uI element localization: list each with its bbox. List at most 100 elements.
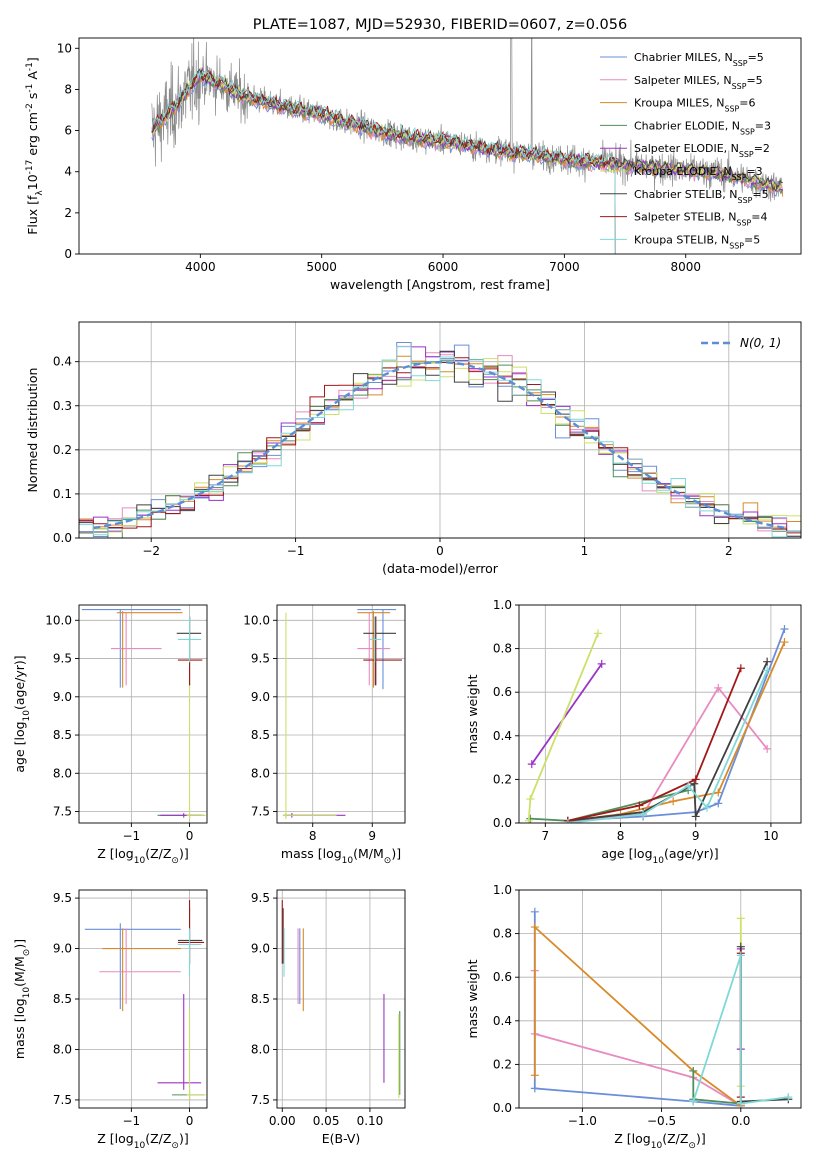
frame-age_vs_mass: 8 9 7.5 8.0 8.5 9.0 9.5 10.0 mass [log10(M/M⊙)] bbox=[243, 604, 406, 866]
x-tick-label: 4000 bbox=[185, 260, 216, 274]
y-tick-label: 1.0 bbox=[493, 598, 512, 612]
x-tick-label: 1 bbox=[581, 544, 589, 558]
y-tick-label: 8.0 bbox=[53, 1042, 72, 1056]
x-tick-label: 0.0 bbox=[731, 1114, 750, 1128]
y-tick-label: 9.5 bbox=[53, 652, 72, 666]
y-tick-label: 7.5 bbox=[53, 805, 72, 819]
axes-age_vs_mass bbox=[277, 605, 405, 823]
weight-marker-salpeter_stelib bbox=[736, 664, 745, 673]
y-tick-label: 8.5 bbox=[53, 728, 72, 742]
weight-marker-kroupa_elodie bbox=[736, 914, 745, 923]
y-tick-label: 8.5 bbox=[251, 992, 270, 1006]
x-tick-label: 0 bbox=[186, 829, 194, 843]
y-axis-label: age [log10(age/yr)] bbox=[12, 655, 32, 772]
plot-area-spectrum bbox=[151, 38, 784, 254]
weight-marker-salpeter_miles bbox=[714, 683, 723, 692]
legend-label-kroupa_elodie: Kroupa ELODIE, NSSP=3 bbox=[634, 165, 763, 182]
legend-label-salpeter_elodie: Salpeter ELODIE, NSSP=2 bbox=[634, 142, 770, 159]
x-tick-label: 6000 bbox=[428, 260, 459, 274]
frame-mass_vs_ebv: 0.00 0.05 0.10 7.5 8.0 8.5 9.0 9.5 E(B-V) bbox=[251, 889, 406, 1146]
axes-mass_vs_Z bbox=[79, 890, 207, 1108]
plot-area-weight_vs_Z bbox=[530, 907, 793, 1108]
y-tick-label: 9.5 bbox=[251, 652, 270, 666]
y-axis-label: Flux [fλ10-17 erg cm-2 s-1 A-1] bbox=[25, 57, 45, 235]
plot-area-mass_vs_ebv bbox=[281, 900, 401, 1098]
y-axis-label: mass weight bbox=[465, 959, 480, 1038]
weight-line-kroupa_stelib bbox=[692, 955, 789, 1105]
weight-marker-kroupa_stelib bbox=[703, 803, 711, 812]
axes-frame bbox=[518, 889, 802, 1109]
weight-marker-kroupa_miles bbox=[780, 638, 789, 647]
y-tick-label: 10.0 bbox=[45, 613, 72, 627]
model-spectrum-kroupa_stelib bbox=[151, 70, 616, 254]
normal-curve bbox=[93, 360, 787, 530]
weight-marker-salpeter_stelib bbox=[691, 775, 700, 784]
y-tick-label: 0.6 bbox=[493, 685, 512, 699]
y-tick-label: 0.2 bbox=[53, 443, 72, 457]
y-tick-label: 0.0 bbox=[493, 1101, 512, 1115]
y-tick-label: 0 bbox=[64, 247, 72, 261]
y-tick-label: 7.5 bbox=[53, 1093, 72, 1107]
weight-marker-kroupa_miles bbox=[530, 923, 539, 932]
weight-marker-kroupa_stelib bbox=[784, 1093, 793, 1102]
plot-area-mass_vs_Z bbox=[84, 900, 206, 1100]
y-tick-label: 8.5 bbox=[251, 728, 270, 742]
x-axis-label: Z [log10(Z/Z⊙)] bbox=[614, 1131, 705, 1151]
x-tick-label: −1 bbox=[123, 1114, 141, 1128]
weight-line-kroupa_stelib bbox=[567, 670, 769, 823]
legend-label-chabrier_stelib: Chabrier STELIB, NSSP=5 bbox=[634, 188, 769, 205]
weight-line-chabrier_miles bbox=[567, 628, 786, 822]
axes-age_vs_Z bbox=[79, 605, 207, 823]
legend-label-normal: N(0, 1) bbox=[740, 336, 781, 350]
frame-weight_vs_age: 7 8 9 10 0.0 0.2 0.4 0.6 0.8 1.0 age [log10(age/yr… bbox=[465, 598, 802, 866]
y-tick-label: 0.0 bbox=[53, 531, 72, 545]
x-axis-label: Z [log10(Z/Z⊙)] bbox=[97, 1131, 188, 1151]
x-tick-label: 0 bbox=[186, 1114, 194, 1128]
model-spectrum-kroupa_miles bbox=[151, 73, 784, 197]
weight-marker-chabrier_miles bbox=[780, 624, 789, 633]
chart-title: PLATE=1087, MJD=52930, FIBERID=0607, z=0… bbox=[253, 17, 627, 33]
x-tick-label: 2 bbox=[725, 544, 733, 558]
x-tick-label: 8 bbox=[617, 829, 625, 843]
y-tick-label: 0.1 bbox=[53, 487, 72, 501]
x-axis-label: wavelength [Angstrom, rest frame] bbox=[330, 277, 550, 292]
y-tick-label: 0.3 bbox=[53, 399, 72, 413]
frame-residuals: −2 −1 0 1 2 0.0 0.1 0.2 0.3 0.4 (data-model)/error… bbox=[25, 321, 802, 576]
y-tick-label: 9.0 bbox=[53, 690, 72, 704]
weight-marker-chabrier_miles bbox=[530, 1084, 539, 1093]
weight-line-salpeter_miles bbox=[533, 970, 742, 1107]
x-tick-label: 9 bbox=[368, 829, 376, 843]
x-tick-label: −1.0 bbox=[568, 1114, 597, 1128]
weight-marker-kroupa_stelib bbox=[736, 951, 745, 960]
x-axis-label: mass [log10(M/M⊙)] bbox=[281, 846, 401, 866]
weight-line-chabrier_miles bbox=[533, 911, 741, 1107]
weight-marker-chabrier_elodie bbox=[689, 1066, 698, 1075]
x-tick-label: 8 bbox=[309, 829, 317, 843]
weight-marker-chabrier_stelib bbox=[763, 657, 772, 666]
x-tick-label: −2 bbox=[142, 544, 160, 558]
axes-weight_vs_Z bbox=[519, 889, 801, 1109]
y-tick-label: 9.5 bbox=[251, 891, 270, 905]
y-tick-label: 1.0 bbox=[493, 883, 512, 897]
x-tick-label: 8000 bbox=[670, 260, 701, 274]
x-tick-label: 9 bbox=[692, 829, 700, 843]
y-tick-label: 4 bbox=[64, 165, 72, 179]
x-tick-label: 7 bbox=[541, 829, 549, 843]
frame-spectrum: 4000 5000 6000 7000 8000 0 2 4 6 8 10 wavelength [A… bbox=[25, 37, 802, 292]
y-axis-label: mass weight bbox=[465, 674, 480, 753]
weight-line-chabrier_stelib bbox=[739, 946, 789, 1103]
plot-area-weight_vs_age bbox=[524, 624, 789, 823]
weight-line-kroupa_elodie bbox=[527, 632, 599, 821]
x-tick-label: 0.00 bbox=[269, 1114, 296, 1128]
y-tick-label: 0.8 bbox=[493, 927, 512, 941]
y-tick-label: 7.5 bbox=[251, 805, 270, 819]
y-tick-label: 0.6 bbox=[493, 970, 512, 984]
legend-label-chabrier_elodie: Chabrier ELODIE, NSSP=3 bbox=[634, 119, 771, 136]
axes-frame bbox=[518, 604, 802, 824]
weight-line-salpeter_miles bbox=[567, 686, 768, 822]
y-axis-label: Normed distribution bbox=[25, 368, 40, 493]
x-axis-label: E(B-V) bbox=[322, 1131, 361, 1146]
y-axis-label: mass [log10(M/M⊙)] bbox=[12, 939, 32, 1059]
weight-marker-kroupa_stelib bbox=[689, 1097, 698, 1106]
x-tick-label: −0.5 bbox=[647, 1114, 676, 1128]
